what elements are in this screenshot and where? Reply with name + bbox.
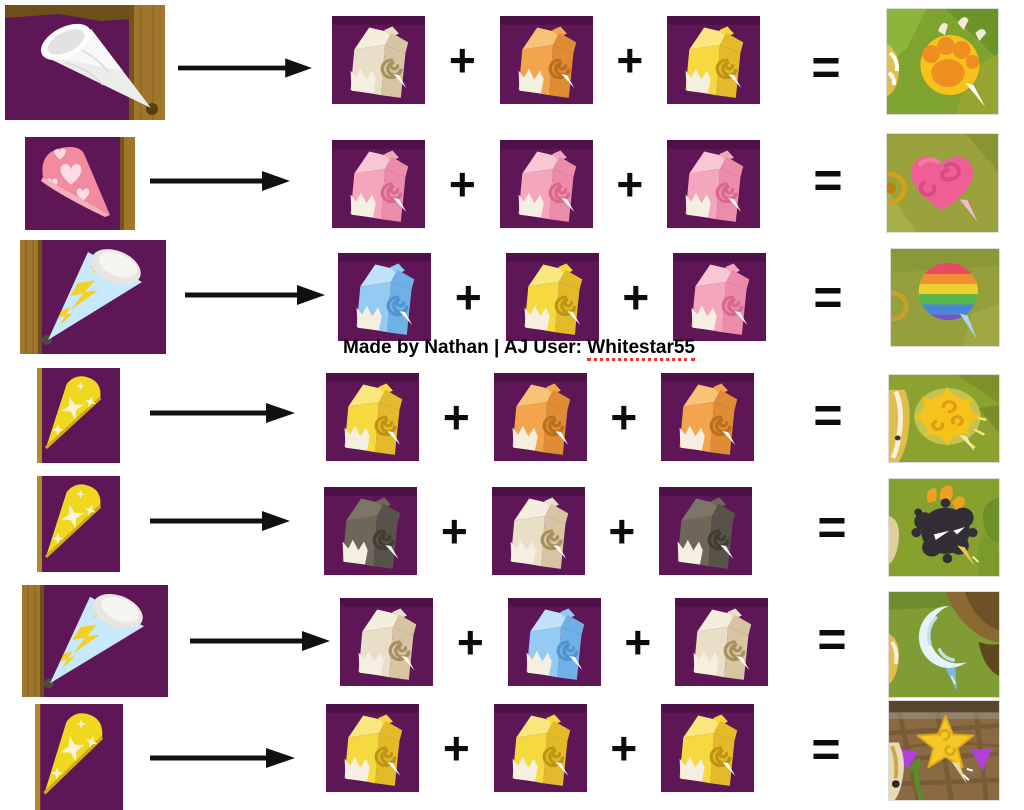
plus-sign: +	[616, 34, 644, 86]
result-image	[888, 591, 1000, 698]
sugar-cube	[661, 704, 754, 792]
equals-sign: =	[813, 269, 843, 325]
equals-sign: =	[817, 611, 847, 667]
plus-sign: +	[442, 391, 470, 443]
equals-sign: =	[811, 721, 841, 777]
ingredient-mix: + +	[326, 372, 754, 462]
result-image	[888, 700, 1000, 801]
ingredient-mix: + +	[332, 15, 760, 105]
equals-sign: =	[817, 499, 847, 555]
ingredient-mix: + +	[332, 139, 760, 229]
result-image	[888, 374, 1000, 463]
result-image	[888, 478, 1000, 577]
ingredient-mix: + +	[324, 486, 752, 576]
ingredient-mix: + +	[338, 252, 766, 342]
credit-text: Made by Nathan | AJ User: Whitestar55	[343, 337, 695, 361]
plus-sign: +	[608, 505, 636, 557]
plus-sign: +	[610, 722, 638, 774]
ingredient-mix: + +	[340, 597, 768, 687]
plus-sign: +	[448, 158, 476, 210]
plus-sign: +	[440, 505, 468, 557]
cone-image	[35, 704, 123, 810]
result-image	[890, 248, 1000, 347]
plus-sign: +	[448, 34, 476, 86]
plus-sign: +	[442, 722, 470, 774]
plus-sign: +	[456, 616, 484, 668]
plus-sign: +	[610, 391, 638, 443]
equals-sign: =	[813, 152, 843, 208]
plus-sign: +	[622, 271, 650, 323]
credit-username: Whitestar55	[587, 337, 695, 361]
arrow-icon	[150, 746, 295, 770]
result-image	[886, 8, 999, 115]
equals-sign: =	[813, 387, 843, 443]
ingredient-mix: + +	[326, 703, 754, 793]
equals-sign: =	[811, 39, 841, 95]
sugar-cube	[326, 704, 419, 792]
sugar-cube	[493, 704, 587, 792]
plus-sign: +	[616, 158, 644, 210]
result-image	[886, 133, 999, 233]
plus-sign: +	[454, 271, 482, 323]
credit-prefix: Made by Nathan | AJ User:	[343, 337, 588, 358]
plus-sign: +	[624, 616, 652, 668]
